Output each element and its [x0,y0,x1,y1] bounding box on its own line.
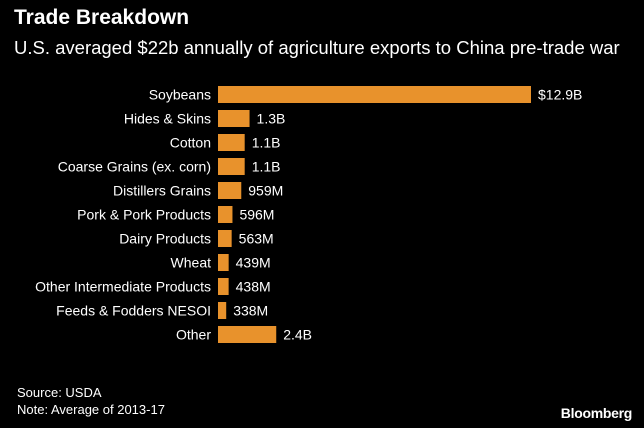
bar [218,134,245,151]
value-label: 1.1B [252,135,281,151]
category-label: Other Intermediate Products [35,279,211,295]
category-label: Hides & Skins [124,111,211,127]
value-label: 2.4B [283,327,312,343]
category-label: Distillers Grains [113,183,211,199]
category-label: Wheat [171,255,212,271]
bar [218,254,229,271]
value-label: 596M [239,207,274,223]
category-label: Other [176,327,211,343]
value-label: 1.1B [252,159,281,175]
bar [218,158,245,175]
bar [218,206,233,223]
value-label: $12.9B [538,87,582,103]
value-label: 959M [248,183,283,199]
category-label: Pork & Pork Products [77,207,211,223]
value-label: 338M [233,303,268,319]
bar [218,110,250,127]
category-label: Soybeans [149,87,211,103]
bloomberg-logo: Bloomberg [560,405,633,421]
category-label: Coarse Grains (ex. corn) [58,159,211,175]
bar [218,278,229,295]
bar [218,230,232,247]
category-label: Cotton [170,135,211,151]
category-label: Dairy Products [119,231,211,247]
value-label: 1.3B [257,111,286,127]
bar [218,86,531,103]
value-label: 438M [236,279,271,295]
value-label: 563M [239,231,274,247]
bar [218,182,242,199]
chart-subtitle: U.S. averaged $22b annually of agricultu… [14,37,620,58]
bar [218,302,227,319]
source-note: Source: USDA [17,385,102,400]
footnote: Note: Average of 2013-17 [17,402,165,417]
chart-title: Trade Breakdown [14,6,190,29]
value-label: 439M [236,255,271,271]
bar [218,326,277,343]
category-label: Feeds & Fodders NESOI [56,303,211,319]
